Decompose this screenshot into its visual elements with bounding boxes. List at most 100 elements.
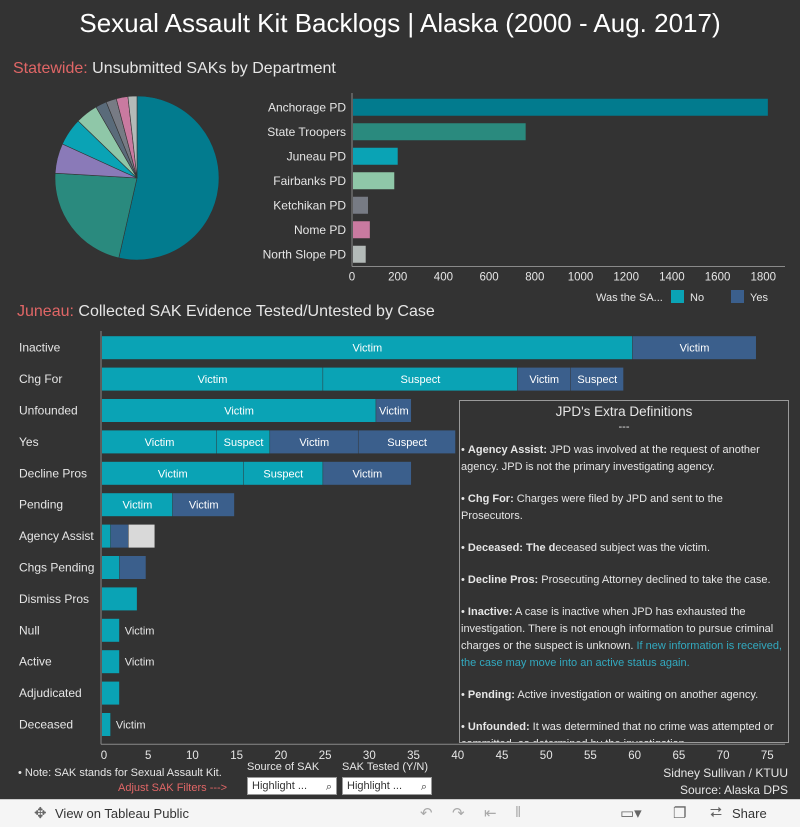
bar2-x-tick-label: 10 bbox=[186, 750, 199, 762]
bar2-segment[interactable] bbox=[102, 367, 323, 391]
bar2-segment[interactable] bbox=[517, 367, 571, 391]
definition-item: • Agency Assist: JPD was involved at the… bbox=[461, 444, 760, 473]
definitions-separator: --- bbox=[618, 421, 630, 433]
source-filter-label: Source of SAK bbox=[247, 761, 320, 773]
share-icon[interactable]: ⮂ bbox=[710, 804, 723, 821]
bar2-segment[interactable] bbox=[243, 461, 323, 485]
juneau-highlight: Juneau: bbox=[17, 303, 74, 320]
bar1-bar[interactable] bbox=[353, 123, 526, 141]
bar2-segment[interactable] bbox=[376, 399, 412, 422]
bar2-x-tick-label: 45 bbox=[496, 750, 509, 762]
bar2-x-tick-label: 40 bbox=[451, 750, 464, 762]
bar2-segment-label: Suspect bbox=[401, 374, 441, 386]
bar2-x-tick-label: 20 bbox=[274, 750, 287, 762]
bar2-segment[interactable] bbox=[102, 587, 137, 611]
bar1-bar[interactable] bbox=[353, 98, 768, 116]
bar2-category-label: Agency Assist bbox=[19, 529, 94, 543]
bar1-category-label: Juneau PD bbox=[287, 149, 347, 163]
bar2-segment-label: Victim bbox=[299, 437, 329, 449]
bar2-segment[interactable] bbox=[323, 367, 518, 391]
bar2-segment[interactable] bbox=[128, 524, 155, 548]
bar2-segment[interactable] bbox=[216, 430, 270, 454]
definitions-panel[interactable]: JPD's Extra Definitions --- • Agency Ass… bbox=[459, 400, 789, 743]
legend-swatch-no[interactable] bbox=[671, 290, 684, 303]
bar2-segment[interactable] bbox=[102, 430, 217, 454]
bar2-segment[interactable] bbox=[102, 399, 376, 422]
bar2-segment[interactable] bbox=[119, 556, 146, 579]
bar1-bar[interactable] bbox=[353, 221, 370, 239]
bar2-x-tick-label: 70 bbox=[717, 750, 730, 762]
bar2-category-label: Pending bbox=[19, 498, 63, 512]
definition-item: • Pending: Active investigation or waiti… bbox=[461, 689, 759, 701]
bar2-segment[interactable] bbox=[323, 461, 412, 485]
bar2-segment-label: Victim bbox=[189, 500, 219, 512]
bar2-segment[interactable] bbox=[102, 461, 244, 485]
legend-title: Was the SA... bbox=[596, 292, 663, 304]
statewide-section-title: Statewide: Unsubmitted SAKs by Departmen… bbox=[13, 60, 336, 78]
bar2-segment[interactable] bbox=[102, 524, 111, 548]
bar2-segment[interactable] bbox=[102, 556, 120, 579]
bar2-x-tick-label: 55 bbox=[584, 750, 597, 762]
bar2-category-label: Dismiss Pros bbox=[19, 592, 89, 606]
bar1-bar[interactable] bbox=[353, 172, 395, 190]
bar2-segment[interactable] bbox=[102, 681, 120, 705]
bar1-bar[interactable] bbox=[353, 147, 398, 165]
note-sak: • Note: SAK stands for Sexual Assault Ki… bbox=[18, 767, 222, 779]
bar2-x-tick-label: 50 bbox=[540, 750, 553, 762]
bar2-segment-label: Victim bbox=[158, 468, 188, 480]
definition-text: JPD was involved at the request of anoth… bbox=[461, 444, 760, 473]
tested-filter-dropdown[interactable]: Highlight ... ⌕ bbox=[342, 777, 432, 795]
source-filter-value: Highlight ... bbox=[252, 780, 308, 792]
download-icon[interactable]: ▭▾ bbox=[620, 805, 642, 822]
bar1-bar[interactable] bbox=[353, 196, 368, 214]
bar2-category-label: Inactive bbox=[19, 341, 61, 355]
fullscreen-icon[interactable]: ❐ bbox=[673, 805, 687, 822]
bar2-segment-label: Suspect bbox=[577, 374, 617, 386]
definition-term: Chg For: bbox=[467, 493, 514, 505]
statewide-bar-chart[interactable]: Anchorage PD State Troopers Juneau PD Fairb… bbox=[263, 93, 785, 284]
bar1-bar[interactable] bbox=[353, 245, 366, 263]
statewide-pie-chart[interactable] bbox=[54, 95, 220, 261]
bar1-category-label: Nome PD bbox=[294, 223, 346, 237]
bar2-segment[interactable] bbox=[358, 430, 456, 454]
bar2-segment[interactable] bbox=[270, 430, 358, 454]
bar2-segment[interactable] bbox=[110, 524, 129, 548]
pie-slice-1[interactable] bbox=[54, 172, 138, 259]
juneau-stacked-bar-chart[interactable]: Inactive Victim Victim Chg For Victim Suspect… bbox=[19, 331, 785, 762]
bar1-x-tick-label: 1000 bbox=[568, 272, 594, 284]
bar2-segment[interactable] bbox=[102, 650, 120, 674]
bar2-category-label: Yes bbox=[19, 435, 39, 449]
redo-icon[interactable]: ↷ bbox=[452, 805, 465, 822]
bar2-segment[interactable] bbox=[632, 336, 756, 360]
bar2-segment[interactable] bbox=[102, 493, 173, 517]
pie-slice-8[interactable] bbox=[127, 95, 138, 179]
undo-icon[interactable]: ↶ bbox=[420, 805, 433, 822]
bar2-segment[interactable] bbox=[102, 336, 633, 360]
revert-icon[interactable]: ⇤ bbox=[484, 805, 497, 822]
bar2-segment-label: Victim bbox=[198, 374, 228, 386]
juneau-section-title: Juneau: Collected SAK Evidence Tested/Un… bbox=[17, 303, 435, 321]
legend-swatch-yes[interactable] bbox=[731, 290, 744, 303]
pie-slice-0[interactable] bbox=[118, 95, 220, 261]
bar2-segment[interactable] bbox=[172, 493, 235, 517]
definitions-list: • Agency Assist: JPD was involved at the… bbox=[461, 442, 787, 742]
source-filter-dropdown[interactable]: Highlight ... ⌕ bbox=[247, 777, 337, 795]
bar2-segment-label: Victim bbox=[116, 720, 146, 732]
definition-term: Unfounded: bbox=[467, 721, 530, 733]
definition-term: Deceased: The d bbox=[467, 542, 556, 554]
share-button[interactable]: Share bbox=[732, 806, 767, 821]
bar2-category-label: Active bbox=[19, 655, 52, 669]
bar2-category-label: Deceased bbox=[19, 718, 73, 732]
bar1-x-tick-label: 0 bbox=[349, 272, 355, 284]
view-on-tableau-link[interactable]: View on Tableau Public bbox=[55, 806, 189, 821]
definition-item: • Decline Pros: Prosecuting Attorney dec… bbox=[461, 574, 771, 586]
bar2-segment-label: Victim bbox=[125, 657, 155, 669]
juneau-title-rest: Collected SAK Evidence Tested/Untested b… bbox=[73, 303, 435, 320]
bar2-x-tick-label: 30 bbox=[363, 750, 376, 762]
bar2-segment[interactable] bbox=[570, 367, 624, 391]
bar2-segment[interactable] bbox=[102, 618, 120, 642]
pause-icon[interactable]: ‖ bbox=[515, 804, 522, 821]
bar2-segment[interactable] bbox=[102, 713, 111, 736]
legend-label-yes: Yes bbox=[750, 292, 768, 304]
